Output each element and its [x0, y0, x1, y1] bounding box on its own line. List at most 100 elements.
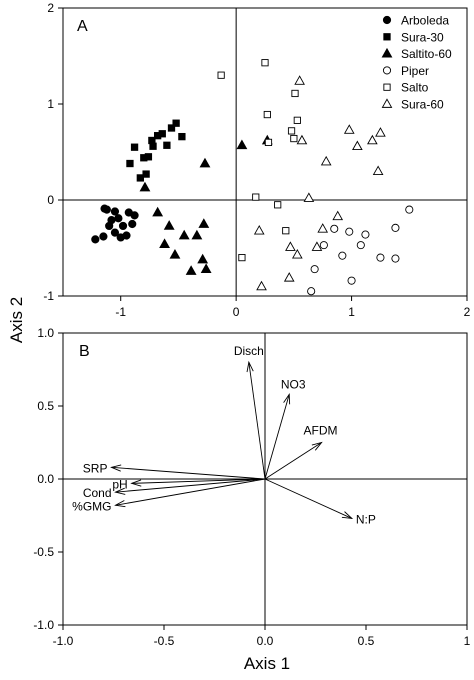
legend-label-piper: Piper: [401, 64, 429, 78]
point-sura-30: [130, 143, 139, 151]
point-sura-60: [375, 127, 386, 137]
point-sura-60: [320, 155, 332, 166]
point-sura-30: [167, 124, 176, 132]
panel-a-legend: Arboleda Sura-30 Saltito-60 Piper Salto Sura-…: [381, 14, 452, 112]
point-sura-30: [144, 153, 153, 161]
vector-arrowhead-disch: [246, 360, 254, 373]
vector-label-gmg: %GMG: [72, 499, 111, 513]
panel-a-x-tick-label: -1: [115, 305, 126, 319]
panel-b-x-tick-label: -0.5: [154, 634, 175, 648]
point-sura-30: [126, 159, 134, 168]
point-arboleda: [128, 219, 137, 229]
point-piper: [338, 251, 347, 260]
point-saltito-60: [139, 181, 151, 192]
point-sura-60: [256, 280, 267, 291]
point-saltito-60: [163, 220, 175, 230]
point-sura-60: [303, 192, 315, 202]
vector-label-n-p: N:P: [356, 512, 376, 526]
point-salto: [291, 89, 299, 98]
legend-label-saltito-60: Saltito-60: [401, 47, 452, 61]
point-sura-30: [172, 119, 180, 127]
vector-line-gmg: [115, 478, 266, 506]
panel-b-y-tick-label: -1.0: [33, 618, 54, 632]
point-saltito-60: [198, 218, 210, 228]
legend-marker-sura-60: [381, 98, 393, 108]
panel-a-zero-lines: [63, 8, 467, 296]
point-sura-60: [291, 249, 303, 259]
vector-label-no3: NO3: [281, 377, 306, 391]
series-sura-60: [253, 75, 386, 291]
point-salto: [238, 253, 246, 262]
vector-arrowhead-srp: [110, 464, 122, 472]
point-piper: [356, 241, 365, 250]
panel-b-y-tick-label: 0.5: [37, 399, 54, 413]
panel-b-x-tick-label: 0.5: [358, 634, 375, 648]
legend-marker-arboleda: [382, 15, 392, 25]
series-piper: [307, 205, 414, 296]
point-piper: [310, 265, 319, 274]
point-sura-60: [367, 134, 378, 145]
vector-gmg: %GMG: [72, 478, 266, 513]
vector-line-disch: [248, 362, 266, 480]
point-sura-60: [332, 210, 344, 221]
vector-disch: Disch: [234, 344, 266, 480]
vector-arrowhead-ph: [130, 479, 142, 487]
legend-marker-piper: [382, 66, 392, 75]
vector-arrowhead-afdm: [311, 441, 323, 451]
point-piper: [391, 254, 400, 263]
point-arboleda: [91, 235, 100, 244]
point-sura-60: [294, 75, 305, 85]
vector-label-cond: Cond: [83, 486, 112, 500]
point-sura-60: [343, 124, 355, 134]
vector-line-afdm: [264, 442, 322, 480]
panel-a-x-tick-label: 1: [348, 305, 355, 319]
point-arboleda: [130, 211, 139, 220]
point-sura-60: [372, 165, 384, 176]
panel-b-x-tick-label: -1.0: [53, 634, 74, 648]
point-saltito-60: [197, 253, 209, 264]
point-piper: [405, 205, 414, 214]
series-salto: [217, 59, 301, 262]
legend-label-sura-30: Sura-30: [401, 30, 444, 44]
panel-a-frame: [62, 7, 468, 297]
y-axis-title: Axis 2: [7, 297, 26, 343]
vector-line-cond: [115, 478, 266, 493]
legend-marker-saltito-60: [381, 47, 393, 58]
point-salto: [282, 227, 290, 235]
point-piper: [361, 230, 370, 239]
series-arboleda: [91, 204, 139, 244]
vector-arrowhead-no3: [283, 392, 291, 405]
vector-arrowhead-cond: [114, 487, 126, 495]
vector-afdm: AFDM: [264, 424, 338, 480]
panel-a-data-points: [91, 59, 414, 296]
panel-b-biplot: B -1.0 -0.5 0.0 0.5 1 -1.0 -0.5 0.0 0.5 1.0 Disch…: [33, 326, 470, 648]
panel-b-y-tick-label: -0.5: [33, 545, 54, 559]
vector-arrowhead-gmg: [114, 500, 126, 508]
point-sura-60: [253, 225, 265, 235]
point-salto: [217, 71, 225, 79]
legend-label-sura-60: Sura-60: [401, 98, 444, 112]
vector-n-p: N:P: [264, 478, 376, 526]
vector-ph: pH: [112, 477, 266, 491]
point-saltito-60: [185, 265, 197, 275]
point-piper: [307, 287, 316, 296]
point-arboleda: [118, 221, 128, 231]
panel-a-y-tick-label: 2: [47, 1, 54, 15]
point-arboleda: [114, 214, 123, 223]
point-arboleda: [110, 228, 120, 237]
point-piper: [345, 227, 354, 236]
legend-marker-sura-30: [383, 33, 391, 41]
point-saltito-60: [200, 263, 212, 273]
point-salto: [274, 201, 282, 209]
series-sura-30: [126, 119, 186, 182]
point-piper: [347, 276, 356, 285]
point-arboleda: [110, 207, 120, 216]
point-saltito-60: [152, 206, 164, 217]
vector-label-ph: pH: [112, 477, 127, 491]
point-piper: [330, 224, 339, 233]
point-arboleda: [99, 232, 108, 241]
point-sura-30: [158, 130, 166, 138]
vector-cond: Cond: [83, 478, 266, 500]
